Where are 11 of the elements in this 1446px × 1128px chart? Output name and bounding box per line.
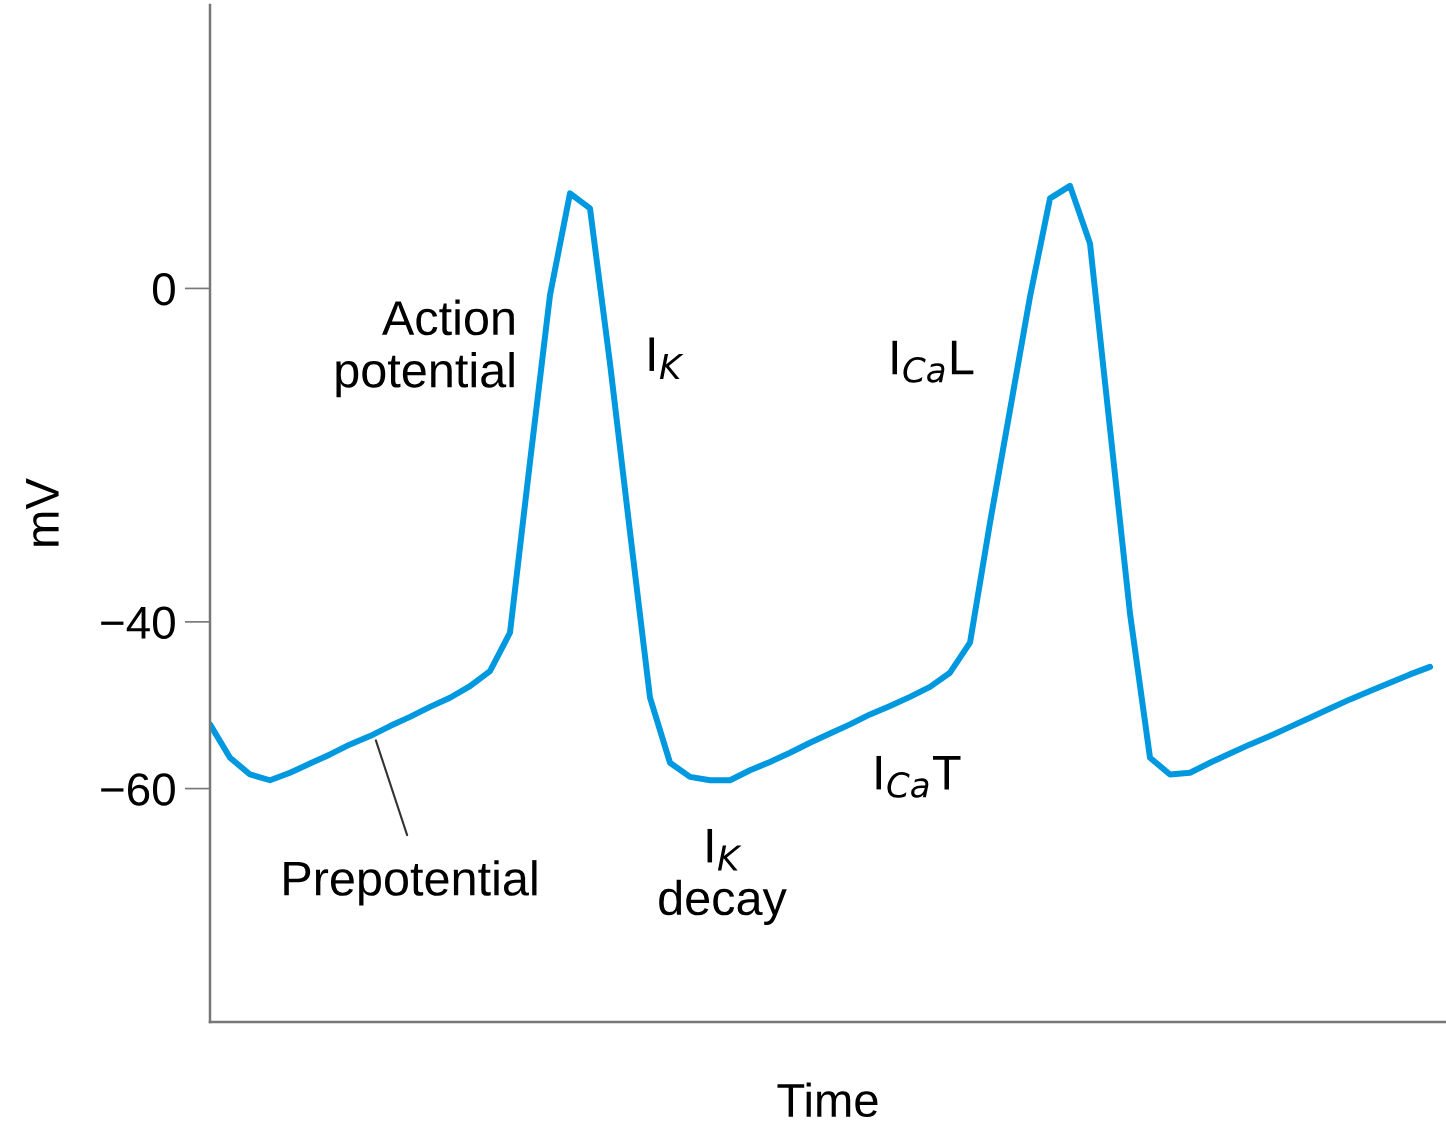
annotation: Action potential (336, 299, 514, 398)
annotation: I$_{Ca}$T (876, 755, 961, 798)
x-axis-title: Time (777, 1082, 878, 1118)
annotation: I$_{K}$ decay (659, 828, 787, 925)
annotation: Prepotential (284, 860, 537, 906)
y-tick-label: −40 (101, 606, 175, 639)
y-tick-label: 0 (152, 273, 175, 306)
y-tick-label: −60 (101, 773, 175, 806)
annotation: I$_{Ca}$L (892, 340, 974, 383)
y-axis-title: mV (26, 478, 59, 546)
annotation: I$_{K}$ (649, 337, 684, 379)
